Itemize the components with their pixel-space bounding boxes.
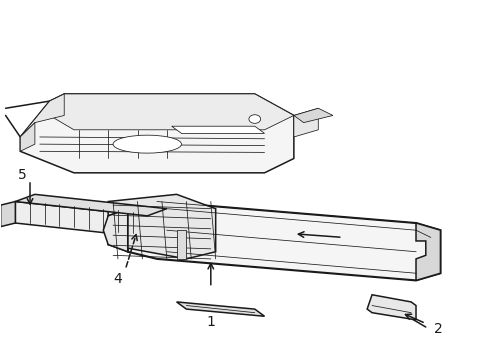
Text: 3: 3 <box>375 234 384 248</box>
Polygon shape <box>416 223 441 280</box>
Polygon shape <box>176 302 265 316</box>
Ellipse shape <box>113 135 181 153</box>
Polygon shape <box>176 230 186 259</box>
Polygon shape <box>0 202 15 226</box>
Polygon shape <box>20 123 35 151</box>
Polygon shape <box>20 94 64 137</box>
Polygon shape <box>128 202 441 280</box>
Polygon shape <box>15 202 147 237</box>
Polygon shape <box>108 194 216 259</box>
Circle shape <box>249 115 261 123</box>
Polygon shape <box>172 126 265 134</box>
Polygon shape <box>294 108 333 123</box>
Polygon shape <box>294 108 318 137</box>
Polygon shape <box>20 94 294 173</box>
Polygon shape <box>49 94 294 130</box>
Polygon shape <box>108 209 128 252</box>
Text: 2: 2 <box>434 322 442 336</box>
Polygon shape <box>15 194 167 216</box>
Text: 4: 4 <box>114 271 122 285</box>
Text: 1: 1 <box>206 315 215 329</box>
Polygon shape <box>103 209 128 252</box>
Polygon shape <box>367 295 416 320</box>
Text: 5: 5 <box>18 168 27 182</box>
